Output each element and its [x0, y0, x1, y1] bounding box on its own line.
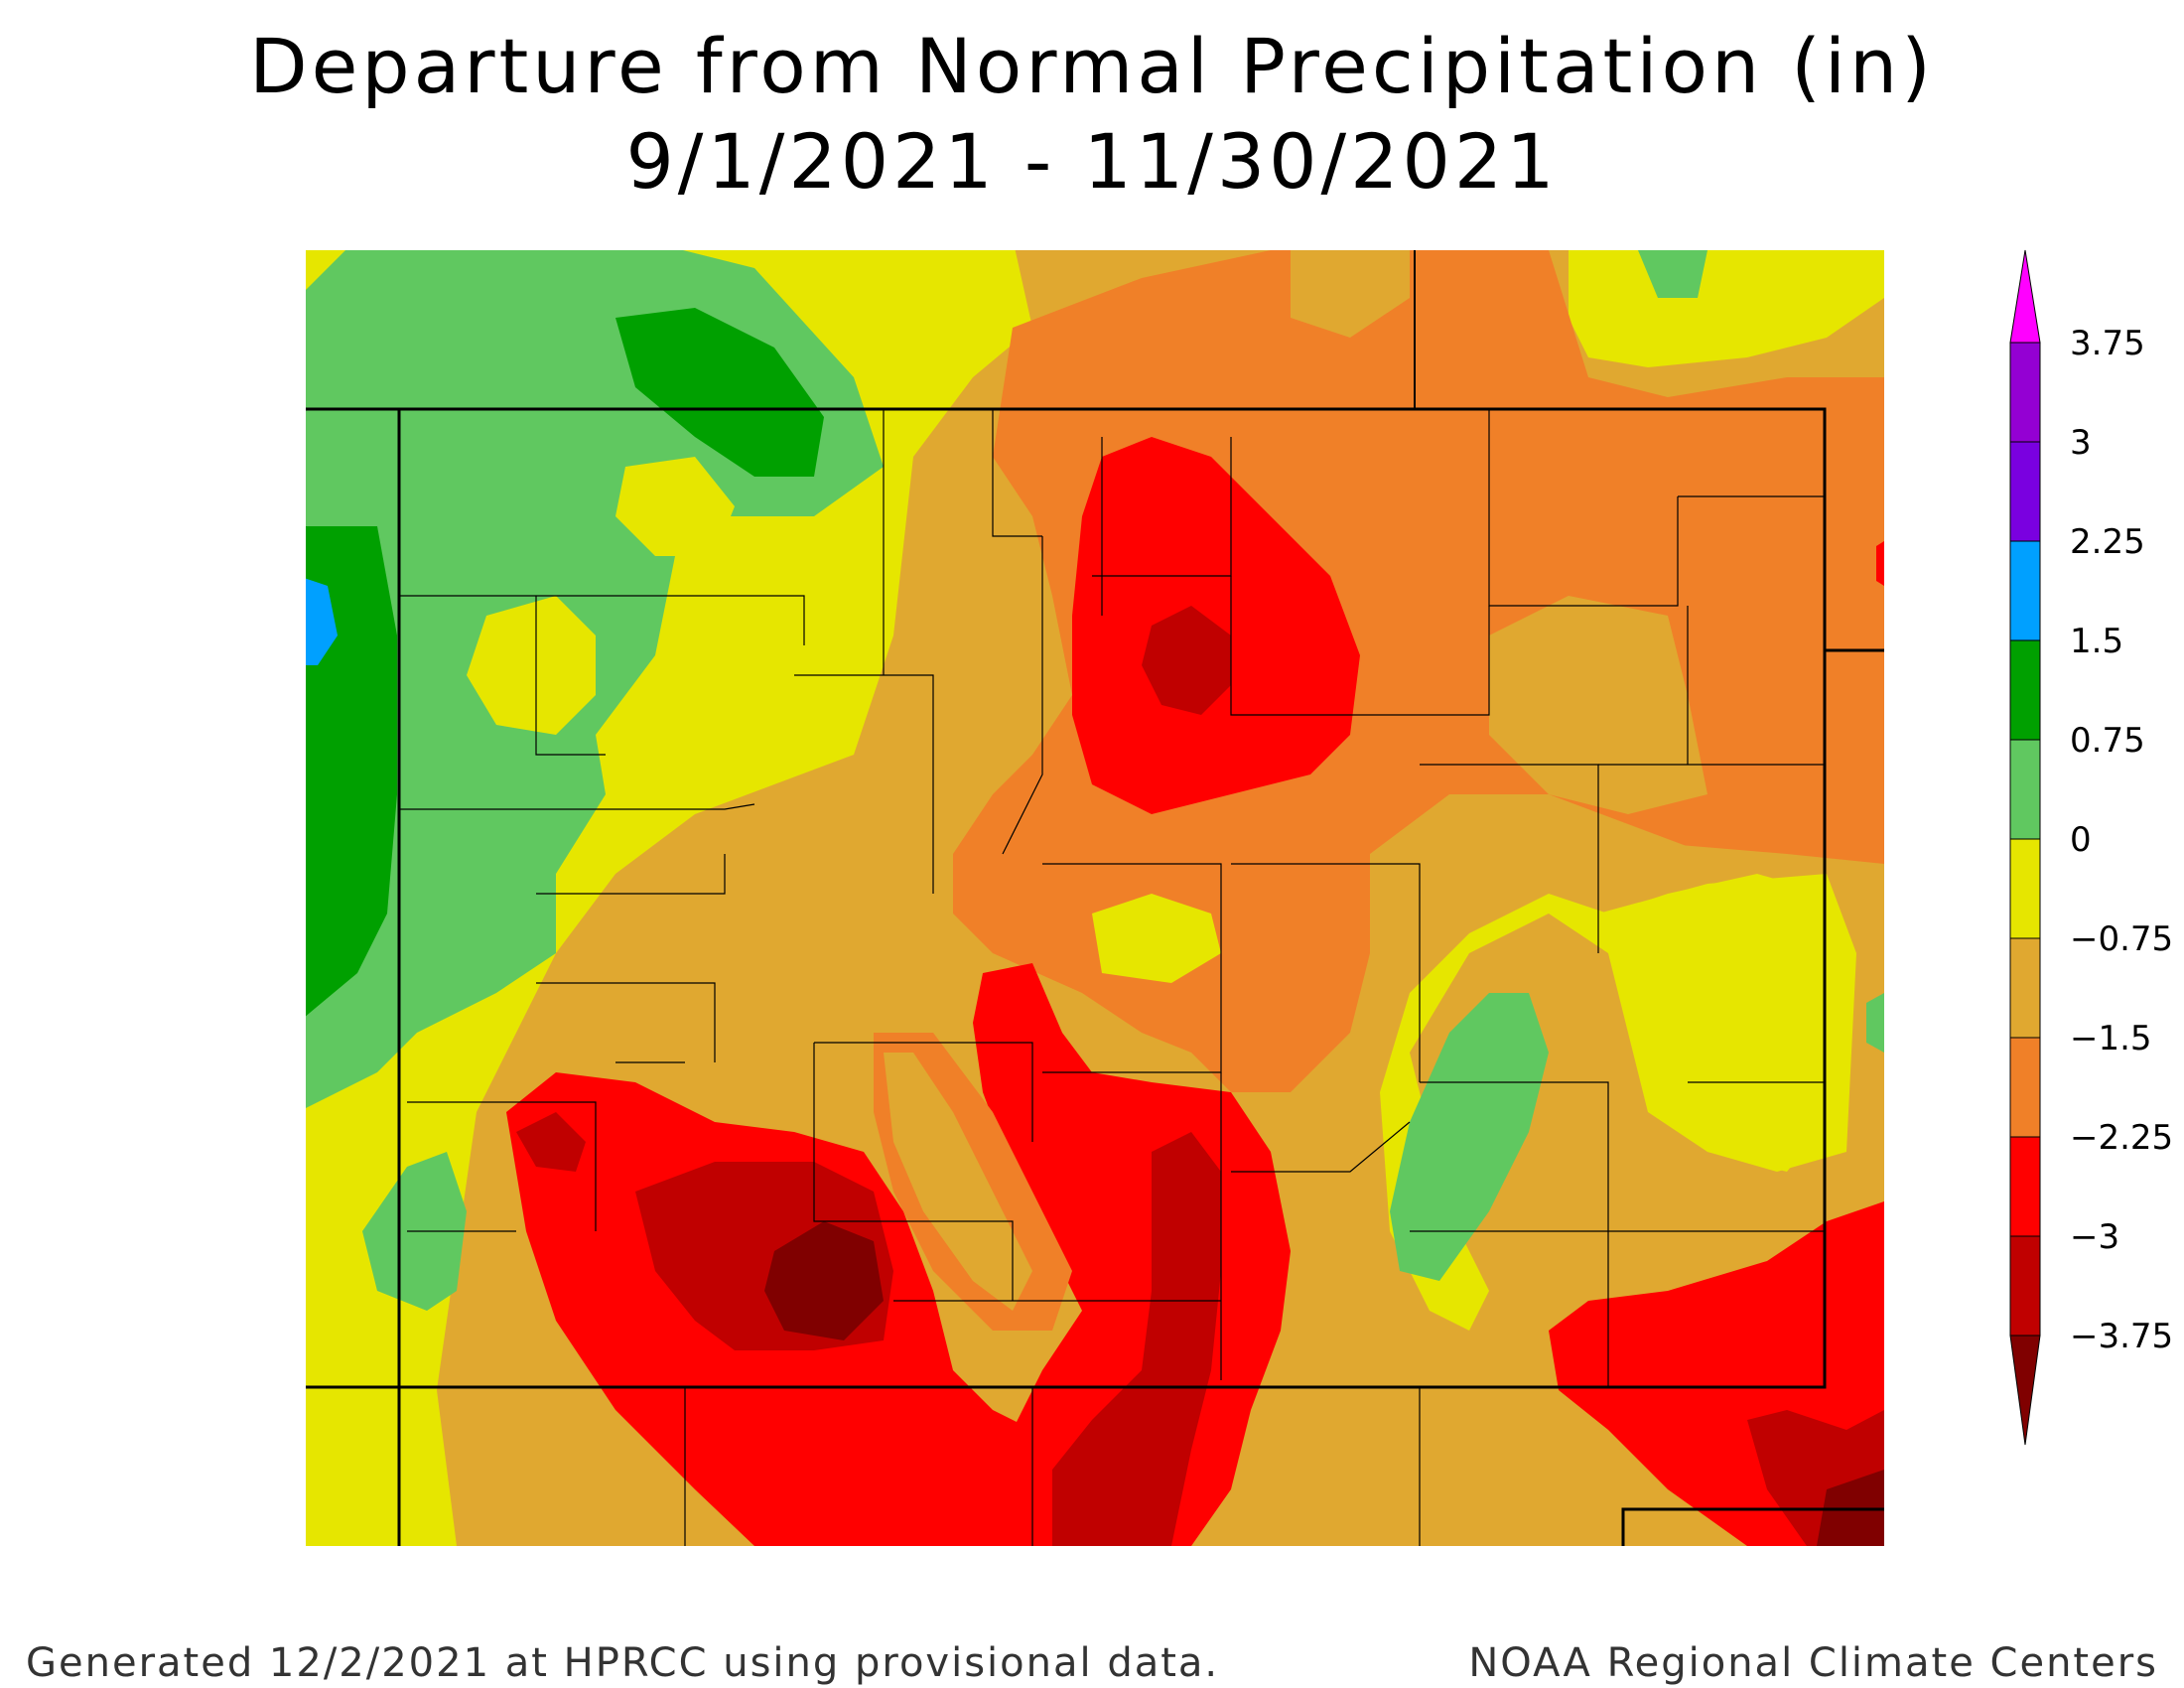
- legend-bin-1: [2009, 342, 2041, 443]
- legend-bin-5: [2009, 739, 2041, 840]
- zone-darkred-southcentral: [1052, 1132, 1221, 1546]
- legend-arrow-bottom: [2009, 1335, 2041, 1446]
- legend-bin-2: [2009, 441, 2041, 542]
- zone-green-far-east: [1866, 993, 1884, 1053]
- zone-red-east-edge: [1876, 541, 1884, 586]
- zone-green-dark-north: [615, 308, 824, 477]
- zone-yellow-central: [1092, 894, 1221, 983]
- legend-label: −3: [2070, 1217, 2119, 1257]
- legend-label: 3.75: [2070, 324, 2145, 363]
- border-se: [1621, 1507, 1884, 1546]
- precip-contours: [306, 250, 1884, 1546]
- zone-yellow-ne: [1569, 250, 1884, 367]
- legend-bin-6: [2009, 838, 2041, 939]
- legend-label: 0: [2070, 820, 2092, 860]
- zone-green-east: [1390, 993, 1549, 1281]
- legend-label: −2.25: [2070, 1118, 2173, 1158]
- county-lines: [399, 409, 1826, 1546]
- legend-label: −3.75: [2070, 1317, 2173, 1356]
- legend-bin-9: [2009, 1136, 2041, 1237]
- zone-yellow-inner-nw: [467, 596, 596, 735]
- legend-label: 3: [2070, 423, 2092, 463]
- legend-bin-8: [2009, 1037, 2041, 1138]
- zone-red-southcentral: [973, 963, 1291, 1546]
- zone-yellow-inner-2: [615, 457, 735, 556]
- zone-maroon-sw: [764, 1221, 884, 1340]
- zone-darkred-north: [1142, 606, 1231, 715]
- zone-tan-east-2: [1489, 596, 1707, 814]
- zone-blue-west: [306, 578, 338, 665]
- legend-label: −1.5: [2070, 1019, 2152, 1058]
- legend-colorbar: [2009, 249, 2041, 1446]
- legend-bin-3: [2009, 540, 2041, 641]
- zone-tan-east-1: [1291, 250, 1410, 338]
- zone-green-ne: [1638, 250, 1707, 298]
- legend-bin-10: [2009, 1235, 2041, 1336]
- map-title: Departure from Normal Precipitation (in): [249, 22, 1935, 110]
- legend-label: 0.75: [2070, 721, 2145, 761]
- legend-label: 2.25: [2070, 522, 2145, 562]
- state-border: [306, 407, 1827, 1389]
- zone-yellow-east-2: [1598, 874, 1856, 1172]
- zone-darkred-sw: [516, 1112, 586, 1172]
- legend-arrow-top: [2009, 249, 2041, 344]
- legend-bin-4: [2009, 639, 2041, 741]
- zone-tan-gap: [884, 1053, 1032, 1311]
- generated-note: Generated 12/2/2021 at HPRCC using provi…: [26, 1640, 1220, 1686]
- date-range: 9/1/2021 - 11/30/2021: [625, 117, 1559, 206]
- legend-bin-7: [2009, 937, 2041, 1039]
- legend-label: 1.5: [2070, 622, 2123, 661]
- legend-label: −0.75: [2070, 919, 2173, 959]
- source-credit: NOAA Regional Climate Centers: [1468, 1640, 2158, 1686]
